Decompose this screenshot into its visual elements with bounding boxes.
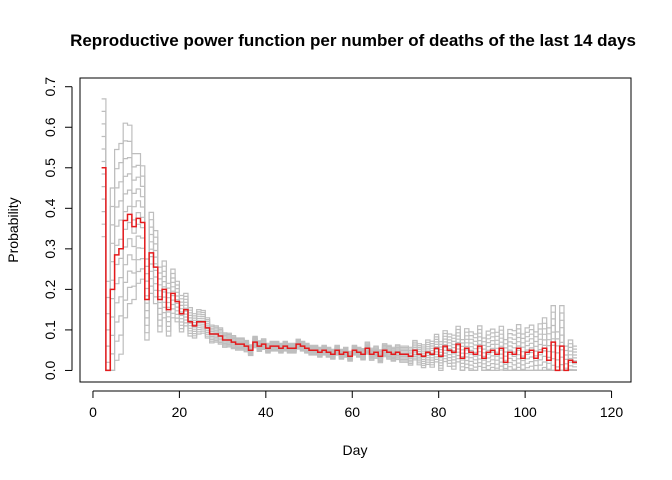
y-axis-title: Probability — [5, 197, 21, 262]
y-tick-label: 0.2 — [42, 279, 58, 299]
y-tick-label: 0.4 — [42, 198, 58, 218]
y-tick-label: 0.1 — [42, 320, 58, 340]
series-line-0 — [101, 167, 577, 372]
band-line-8 — [101, 135, 577, 360]
x-tick-label: 120 — [600, 404, 624, 420]
series-layer — [101, 167, 577, 372]
y-axis: 0.0 0.1 0.2 0.3 0.4 0.5 0.6 0.7 — [42, 77, 73, 381]
y-tick-label: 0.6 — [42, 117, 58, 137]
x-tick-label: 20 — [172, 404, 188, 420]
band-line-1 — [101, 223, 577, 371]
y-tick-label: 0.7 — [42, 77, 58, 97]
x-tick-label: 40 — [258, 404, 274, 420]
chart-title: Reproductive power function per number o… — [70, 31, 636, 50]
band-line-11 — [101, 98, 577, 352]
band-line-7 — [101, 148, 577, 365]
x-tick-label: 100 — [513, 404, 537, 420]
band-line-5 — [101, 173, 577, 371]
band-line-9 — [101, 123, 577, 356]
y-tick-label: 0.0 — [42, 361, 58, 381]
band-line-6 — [101, 160, 577, 369]
x-tick-label: 60 — [344, 404, 360, 420]
y-tick-label: 0.3 — [42, 239, 58, 259]
x-tick-label: 0 — [89, 404, 97, 420]
x-tick-label: 80 — [431, 404, 447, 420]
band-line-10 — [101, 110, 577, 353]
y-tick-label: 0.5 — [42, 158, 58, 178]
x-axis-title: Day — [343, 442, 368, 458]
plot-area-frame — [79, 77, 632, 383]
x-axis: 0 20 40 60 80 100 120 — [89, 390, 624, 420]
confidence-band-layer — [101, 98, 577, 371]
